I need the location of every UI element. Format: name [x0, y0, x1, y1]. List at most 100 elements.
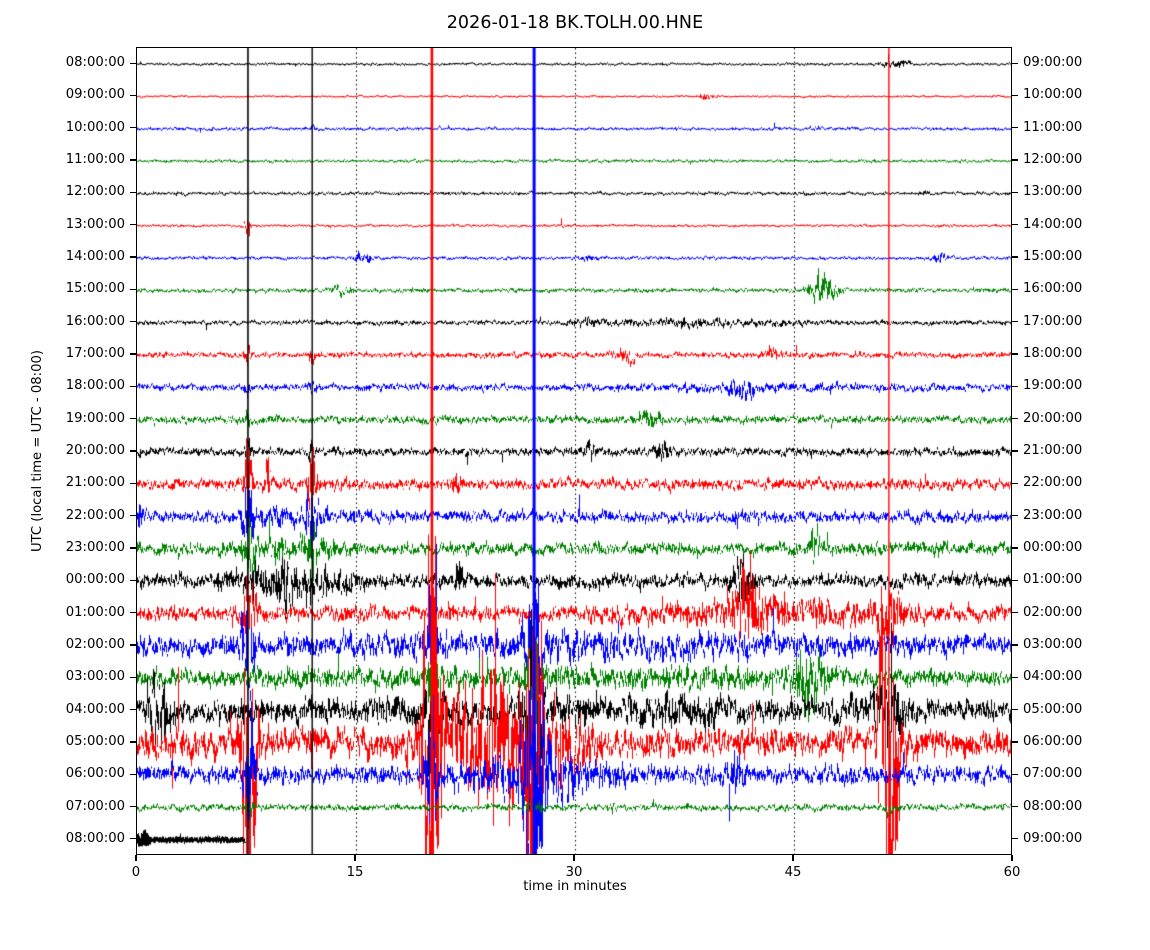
x-axis-title: time in minutes: [523, 879, 627, 894]
y-tick-left: [130, 159, 136, 161]
y-tick-left: [130, 94, 136, 97]
y-axis-label-right: 05:00:00: [1023, 701, 1083, 717]
y-tick-left: [130, 805, 136, 808]
y-tick-left: [130, 224, 136, 226]
waveform-canvas-wrapper: [137, 48, 1011, 854]
y-tick-right: [1012, 256, 1018, 258]
y-axis-label-left: 10:00:00: [65, 119, 125, 135]
y-axis-label-left: 15:00:00: [65, 281, 125, 297]
plot-title: 2026-01-18 BK.TOLH.00.HNE: [446, 13, 704, 33]
y-tick-left: [130, 579, 136, 581]
x-axis-label: 45: [784, 865, 802, 880]
x-axis-label: 15: [346, 865, 364, 880]
y-axis-label-left: 09:00:00: [65, 87, 125, 103]
y-tick-right: [1012, 353, 1018, 355]
y-tick-right: [1012, 708, 1018, 711]
y-axis-title: UTC (local time = UTC - 08:00): [30, 349, 45, 553]
x-axis-label: 0: [131, 865, 141, 880]
y-axis-label-left: 05:00:00: [65, 733, 125, 749]
y-tick-left: [130, 611, 136, 614]
y-axis-label-right: 12:00:00: [1023, 152, 1083, 168]
y-tick-right: [1012, 224, 1018, 226]
y-axis-label-left: 22:00:00: [65, 507, 125, 523]
y-tick-left: [130, 62, 136, 64]
y-tick-left: [130, 385, 136, 387]
y-tick-right: [1012, 159, 1018, 161]
y-tick-right: [1012, 288, 1018, 291]
y-axis-label-left: 06:00:00: [65, 766, 125, 782]
y-tick-right: [1012, 385, 1018, 387]
y-tick-left: [130, 773, 136, 775]
y-axis-label-right: 03:00:00: [1023, 636, 1083, 652]
y-tick-right: [1012, 773, 1018, 775]
y-tick-right: [1012, 805, 1018, 808]
y-tick-left: [130, 288, 136, 291]
y-axis-label-right: 14:00:00: [1023, 216, 1083, 232]
y-tick-left: [130, 644, 136, 646]
y-tick-right: [1012, 579, 1018, 581]
y-axis-label-right: 15:00:00: [1023, 249, 1083, 265]
y-axis-label-left: 14:00:00: [65, 249, 125, 265]
y-tick-left: [130, 708, 136, 711]
y-axis-label-right: 23:00:00: [1023, 507, 1083, 523]
y-axis-label-left: 18:00:00: [65, 378, 125, 394]
y-tick-right: [1012, 321, 1018, 323]
y-tick-left: [130, 191, 136, 194]
y-axis-label-right: 11:00:00: [1023, 119, 1083, 135]
x-axis-label: 60: [1003, 865, 1021, 880]
y-axis-label-right: 16:00:00: [1023, 281, 1083, 297]
y-axis-label-right: 00:00:00: [1023, 539, 1083, 555]
waveform-canvas: [137, 48, 1011, 854]
y-axis-label-right: 06:00:00: [1023, 733, 1083, 749]
y-axis-label-right: 17:00:00: [1023, 313, 1083, 329]
y-tick-right: [1012, 191, 1018, 194]
y-tick-left: [130, 321, 136, 323]
y-axis-label-right: 08:00:00: [1023, 798, 1083, 814]
x-tick: [792, 855, 794, 861]
y-tick-right: [1012, 676, 1018, 678]
y-axis-label-left: 00:00:00: [65, 572, 125, 588]
y-tick-right: [1012, 418, 1018, 420]
y-axis-label-right: 01:00:00: [1023, 572, 1083, 588]
y-tick-right: [1012, 611, 1018, 614]
y-axis-label-right: 09:00:00: [1023, 830, 1083, 846]
y-tick-left: [130, 547, 136, 549]
y-axis-label-right: 22:00:00: [1023, 475, 1083, 491]
y-axis-label-left: 23:00:00: [65, 539, 125, 555]
y-axis-label-right: 07:00:00: [1023, 766, 1083, 782]
y-tick-right: [1012, 482, 1018, 484]
y-tick-right: [1012, 450, 1018, 452]
x-axis-label: 30: [565, 865, 583, 880]
y-axis-label-left: 07:00:00: [65, 798, 125, 814]
y-axis-label-left: 19:00:00: [65, 410, 125, 426]
y-axis-label-right: 21:00:00: [1023, 443, 1083, 458]
y-tick-left: [130, 127, 136, 129]
y-axis-label-left: 01:00:00: [65, 604, 125, 620]
y-axis-label-left: 02:00:00: [65, 636, 125, 652]
y-tick-left: [130, 482, 136, 484]
y-tick-left: [130, 256, 136, 258]
y-tick-left: [130, 353, 136, 355]
y-tick-right: [1012, 644, 1018, 646]
y-axis-label-left: 21:00:00: [65, 475, 125, 491]
y-axis-title-box: UTC (local time = UTC - 08:00): [30, 350, 50, 552]
x-tick: [1011, 855, 1013, 861]
y-axis-label-left: 03:00:00: [65, 669, 125, 685]
y-tick-right: [1012, 838, 1018, 840]
y-axis-label-right: 02:00:00: [1023, 604, 1083, 620]
x-tick: [354, 855, 356, 861]
y-tick-left: [130, 838, 136, 840]
y-axis-label-left: 04:00:00: [65, 701, 125, 717]
x-tick: [573, 855, 575, 861]
y-axis-label-left: 13:00:00: [65, 216, 125, 232]
y-axis-label-left: 12:00:00: [65, 184, 125, 200]
y-tick-left: [130, 676, 136, 678]
y-axis-label-right: 04:00:00: [1023, 669, 1083, 685]
y-axis-label-left: 11:00:00: [65, 152, 125, 168]
y-tick-right: [1012, 127, 1018, 129]
y-axis-label-right: 18:00:00: [1023, 346, 1083, 362]
y-tick-right: [1012, 741, 1018, 743]
y-axis-label-left: 17:00:00: [65, 346, 125, 362]
y-axis-label-right: 13:00:00: [1023, 184, 1083, 200]
y-axis-label-left: 08:00:00: [65, 830, 125, 846]
